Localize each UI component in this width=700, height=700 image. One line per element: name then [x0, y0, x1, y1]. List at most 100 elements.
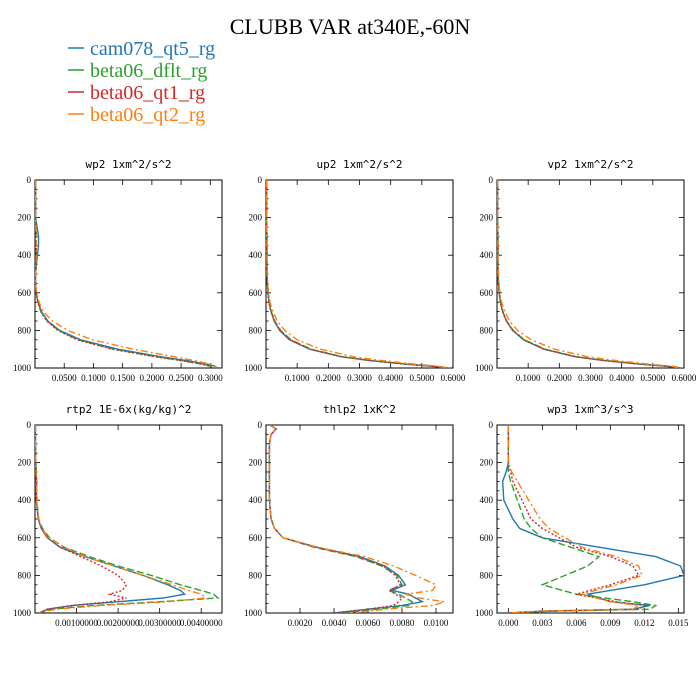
x-tick-label-3-2: 0.00300000 [138, 618, 181, 628]
series-line-4-3 [268, 425, 445, 613]
series-line-3-3 [35, 425, 208, 613]
axes-frame-5 [496, 424, 685, 614]
x-tick-label-4-4: 0.0100 [424, 618, 449, 628]
panel-title-4: thlp2 1xK^2 [323, 403, 396, 416]
series-line-0-3 [35, 180, 217, 368]
x-tick-label-1-3: 0.4000 [378, 373, 403, 383]
series-line-5-1 [507, 425, 658, 613]
x-tick-label-4-2: 0.0060 [356, 618, 381, 628]
series-line-1-3 [266, 180, 450, 368]
y-tick-label-0-5: 1000 [13, 363, 32, 373]
y-tick-label-4-3: 600 [249, 533, 263, 543]
y-tick-label-2-0: 0 [489, 175, 494, 185]
series-line-2-3 [497, 180, 683, 368]
series-line-5-3 [507, 425, 643, 613]
y-tick-label-4-5: 1000 [244, 608, 263, 618]
y-tick-label-0-4: 800 [18, 325, 32, 335]
panel-title-5: wp3 1xm^3/s^3 [547, 403, 633, 416]
legend-entry-3: beta06_qt2_rg [68, 104, 205, 126]
panel-4: thlp2 1xK^2 0 200 400 600 800 1000 0.0020 0.0040… [244, 403, 454, 628]
panel-3: rtp2 1E-6x(kg/kg)^2 0 200 400 600 800 1000 0.00… [13, 403, 223, 628]
x-tick-label-2-4: 0.5000 [640, 373, 665, 383]
series-line-1-2 [266, 180, 448, 368]
x-tick-label-0-2: 0.1500 [110, 373, 135, 383]
y-tick-label-1-2: 400 [249, 250, 263, 260]
y-tick-label-2-4: 800 [480, 325, 494, 335]
y-tick-label-0-2: 400 [18, 250, 32, 260]
legend-entry-2: beta06_qt1_rg [68, 82, 205, 104]
y-tick-label-5-2: 400 [480, 495, 494, 505]
x-tick-label-5-2: 0.006 [566, 618, 587, 628]
series-line-5-0 [501, 425, 684, 613]
x-tick-label-5-0: 0.000 [498, 618, 519, 628]
x-tick-label-5-4: 0.012 [634, 618, 654, 628]
x-tick-label-2-5: 0.6000 [672, 373, 697, 383]
x-tick-label-5-1: 0.003 [532, 618, 553, 628]
figure-title: CLUBB VAR at340E,-60N [230, 14, 471, 39]
y-tick-label-0-1: 200 [18, 213, 32, 223]
x-tick-label-5-3: 0.009 [600, 618, 621, 628]
axes-frame-4 [265, 424, 454, 614]
panel-1: up2 1xm^2/s^2 0 200 400 600 800 1000 0.1000 0.20… [244, 158, 466, 383]
series-line-2-2 [497, 180, 681, 368]
axes-frame-0 [34, 179, 223, 369]
x-tick-label-0-1: 0.1000 [81, 373, 106, 383]
legend-entry-0: cam078_qt5_rg [68, 38, 215, 60]
y-tick-label-2-1: 200 [480, 213, 494, 223]
y-tick-label-2-3: 600 [480, 288, 494, 298]
series-line-1-1 [266, 180, 449, 368]
panel-5: wp3 1xm^3/s^3 0 200 400 600 800 1000 0.000 0.003… [475, 403, 689, 628]
panel-title-2: vp2 1xm^2/s^2 [547, 158, 633, 171]
series-line-0-1 [35, 180, 214, 368]
legend-label-1: beta06_dflt_rg [90, 60, 207, 82]
series-line-1-0 [266, 180, 447, 368]
panel-title-0: wp2 1xm^2/s^2 [85, 158, 171, 171]
x-tick-label-3-3: 0.00400000 [180, 618, 223, 628]
legend-label-0: cam078_qt5_rg [90, 38, 215, 60]
y-tick-label-5-3: 600 [480, 533, 494, 543]
y-tick-label-5-0: 0 [489, 420, 494, 430]
series-line-3-2 [35, 425, 128, 613]
y-tick-label-1-0: 0 [258, 175, 263, 185]
y-tick-label-3-2: 400 [18, 495, 32, 505]
x-tick-label-0-4: 0.2500 [169, 373, 194, 383]
y-tick-label-2-2: 400 [480, 250, 494, 260]
y-tick-label-1-3: 600 [249, 288, 263, 298]
y-tick-label-5-1: 200 [480, 458, 494, 468]
y-tick-label-3-1: 200 [18, 458, 32, 468]
series-line-0-2 [35, 180, 213, 368]
legend: cam078_qt5_rg beta06_dflt_rg beta06_qt1_… [68, 38, 215, 126]
axes-frame-3 [34, 424, 223, 614]
y-tick-label-3-3: 600 [18, 533, 32, 543]
series-line-5-2 [507, 425, 647, 613]
y-tick-label-0-0: 0 [27, 175, 32, 185]
series-line-3-0 [35, 425, 187, 613]
panel-title-3: rtp2 1E-6x(kg/kg)^2 [66, 403, 192, 416]
x-tick-label-4-0: 0.0020 [288, 618, 313, 628]
x-tick-label-1-1: 0.2000 [316, 373, 341, 383]
panel-2: vp2 1xm^2/s^2 0 200 400 600 800 1000 0.1000 0.20… [475, 158, 697, 383]
series-line-4-2 [268, 425, 404, 613]
y-tick-label-2-5: 1000 [475, 363, 494, 373]
y-tick-label-4-0: 0 [258, 420, 263, 430]
x-tick-label-2-3: 0.4000 [609, 373, 634, 383]
x-tick-label-4-1: 0.0040 [322, 618, 347, 628]
x-tick-label-4-3: 0.0080 [390, 618, 415, 628]
y-tick-label-4-4: 800 [249, 570, 263, 580]
y-tick-label-1-5: 1000 [244, 363, 263, 373]
series-line-3-1 [35, 425, 220, 613]
y-tick-label-0-3: 600 [18, 288, 32, 298]
x-tick-label-1-2: 0.3000 [347, 373, 372, 383]
series-line-4-1 [268, 425, 414, 613]
x-tick-label-2-0: 0.1000 [516, 373, 541, 383]
panel-title-1: up2 1xm^2/s^2 [316, 158, 402, 171]
x-tick-label-2-1: 0.2000 [547, 373, 572, 383]
y-tick-label-4-2: 400 [249, 495, 263, 505]
x-tick-label-0-0: 0.0500 [52, 373, 77, 383]
panels: wp2 1xm^2/s^2 0 200 400 600 800 1000 0.0500 0.10… [13, 158, 697, 628]
legend-label-2: beta06_qt1_rg [90, 82, 205, 104]
y-tick-label-4-1: 200 [249, 458, 263, 468]
x-tick-label-1-4: 0.5000 [409, 373, 434, 383]
x-tick-label-0-3: 0.2000 [140, 373, 165, 383]
